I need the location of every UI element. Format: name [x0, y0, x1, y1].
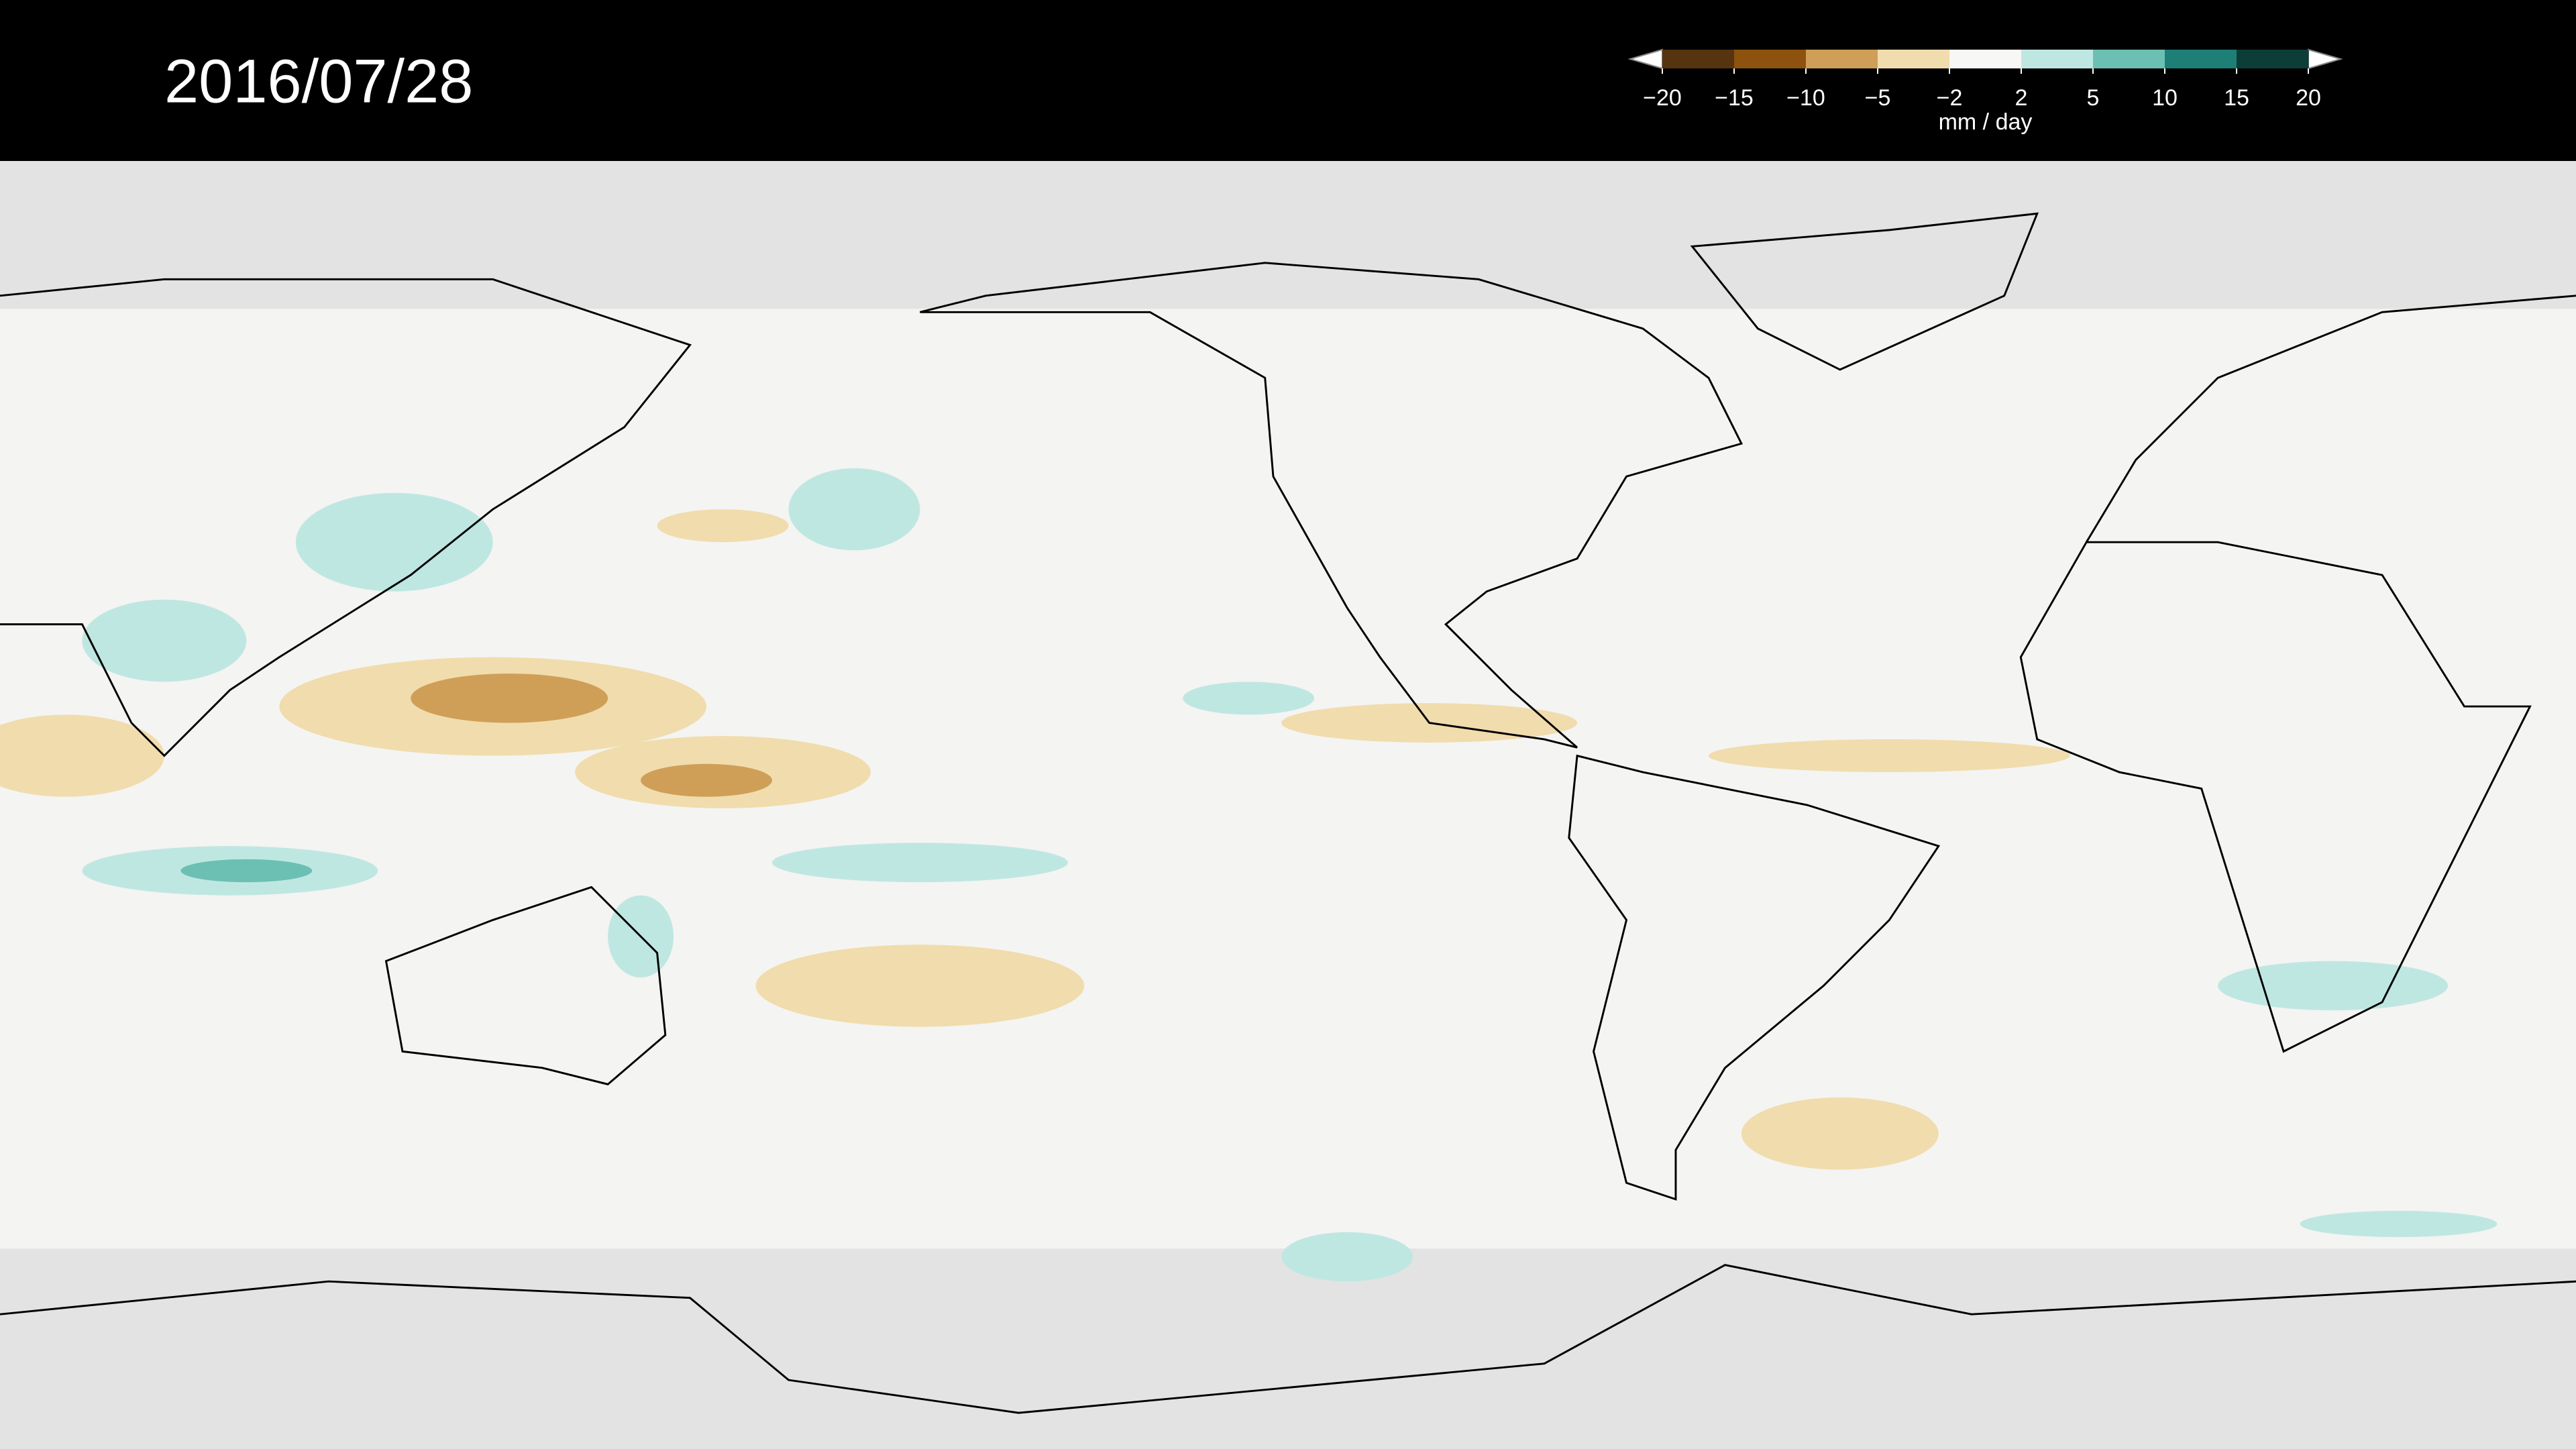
dry-area [1741, 1097, 1939, 1170]
dry-area [755, 945, 1085, 1027]
wet-area [180, 859, 313, 883]
colorbar-tick-label: −20 [1643, 85, 1682, 111]
colorbar-tick-label: 20 [2296, 85, 2321, 111]
africa [2019, 541, 2532, 1053]
colorbar-tick-label: 10 [2152, 85, 2178, 111]
dry-area [411, 674, 608, 723]
map [0, 161, 2576, 1449]
colorbar-segment [1949, 50, 2022, 68]
colorbar-segment [1878, 50, 1950, 68]
wet-area [2300, 1210, 2498, 1238]
colorbar-tick-label: 2 [2015, 85, 2028, 111]
eurasia-east [0, 278, 692, 757]
north-america [920, 262, 1743, 749]
dry-area [641, 763, 773, 797]
colorbar-tick-label: −15 [1715, 85, 1754, 111]
colorbar-segment [2021, 50, 2094, 68]
antarctic-mask [0, 1248, 2576, 1449]
wet-area [295, 492, 493, 592]
colorbar-units: mm / day [1939, 109, 2033, 135]
colorbar-tick-label: 5 [2087, 85, 2100, 111]
antarctica [0, 1264, 2576, 1414]
wet-area [772, 843, 1068, 883]
greenland [1690, 212, 2039, 371]
colorbar-tick-label: 15 [2224, 85, 2249, 111]
colorbar-segment [2237, 50, 2309, 68]
colorbar-segment [1662, 50, 1735, 68]
colorbar-segment [1806, 50, 1878, 68]
coastlines [0, 212, 2576, 1414]
colorbar-tick-label: −5 [1865, 85, 1891, 111]
dry-area [0, 714, 164, 797]
arctic-mask [0, 161, 2576, 309]
colorbar-segment [2165, 50, 2237, 68]
eurasia-west [2085, 294, 2576, 543]
australia [384, 885, 667, 1085]
colorbar-segment [1734, 50, 1807, 68]
wet-area [2218, 961, 2449, 1011]
dry-area [1708, 739, 2070, 773]
header-bar [0, 0, 2576, 161]
colorbar: −20 −15 −10 −5 −2 2 5 10 15 20 mm / day [1627, 48, 2343, 135]
map-background [0, 161, 2576, 1449]
dry-area [657, 509, 789, 543]
wet-area [788, 468, 920, 551]
colorbar-segment [2093, 50, 2165, 68]
anomaly-pattern [0, 468, 2498, 1282]
wet-area [1281, 1232, 1413, 1282]
colorbar-tick-label: −2 [1937, 85, 1963, 111]
colorbar-tick-label: −10 [1786, 85, 1825, 111]
wet-area [1183, 682, 1315, 715]
south-america [1568, 754, 1941, 1201]
wet-area [82, 599, 247, 682]
date-title: 2016/07/28 [164, 47, 473, 115]
